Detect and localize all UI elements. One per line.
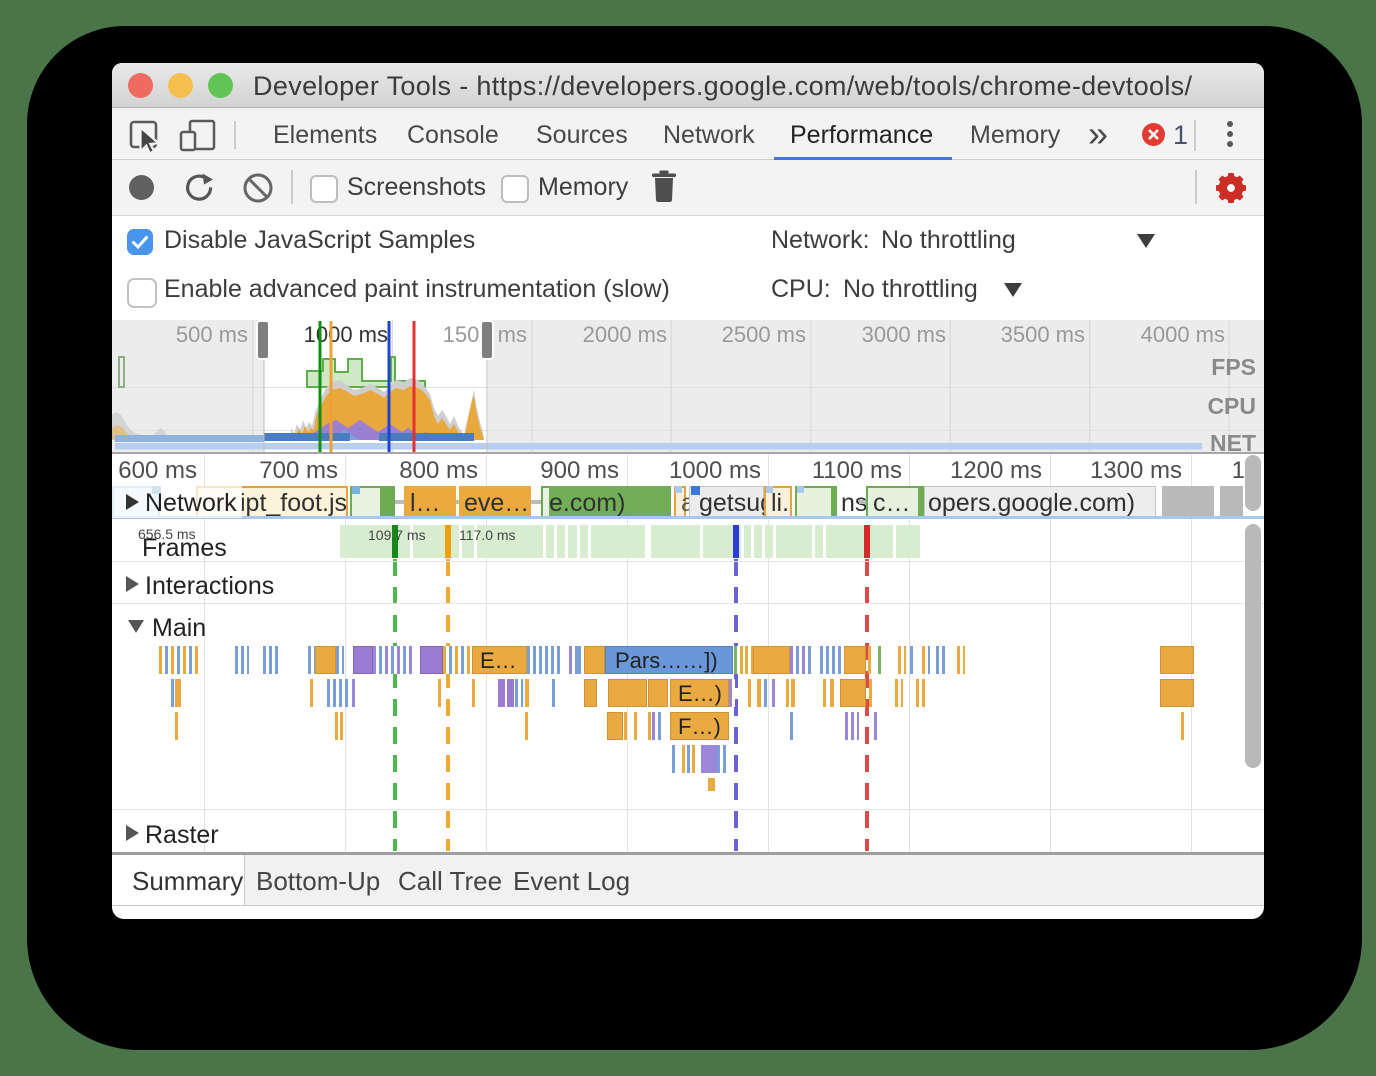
svg-text:3000 ms: 3000 ms: [862, 322, 946, 347]
svg-text:3500 ms: 3500 ms: [1001, 322, 1085, 347]
svg-text:NET: NET: [1210, 430, 1256, 454]
svg-text:2000 ms: 2000 ms: [583, 322, 667, 347]
svg-text:FPS: FPS: [1211, 354, 1256, 380]
svg-text:2500 ms: 2500 ms: [722, 322, 806, 347]
svg-text:1000 ms: 1000 ms: [304, 322, 388, 347]
svg-text:4000 ms: 4000 ms: [1141, 322, 1225, 347]
svg-text:CPU: CPU: [1207, 393, 1256, 419]
svg-text:500 ms: 500 ms: [176, 322, 248, 347]
